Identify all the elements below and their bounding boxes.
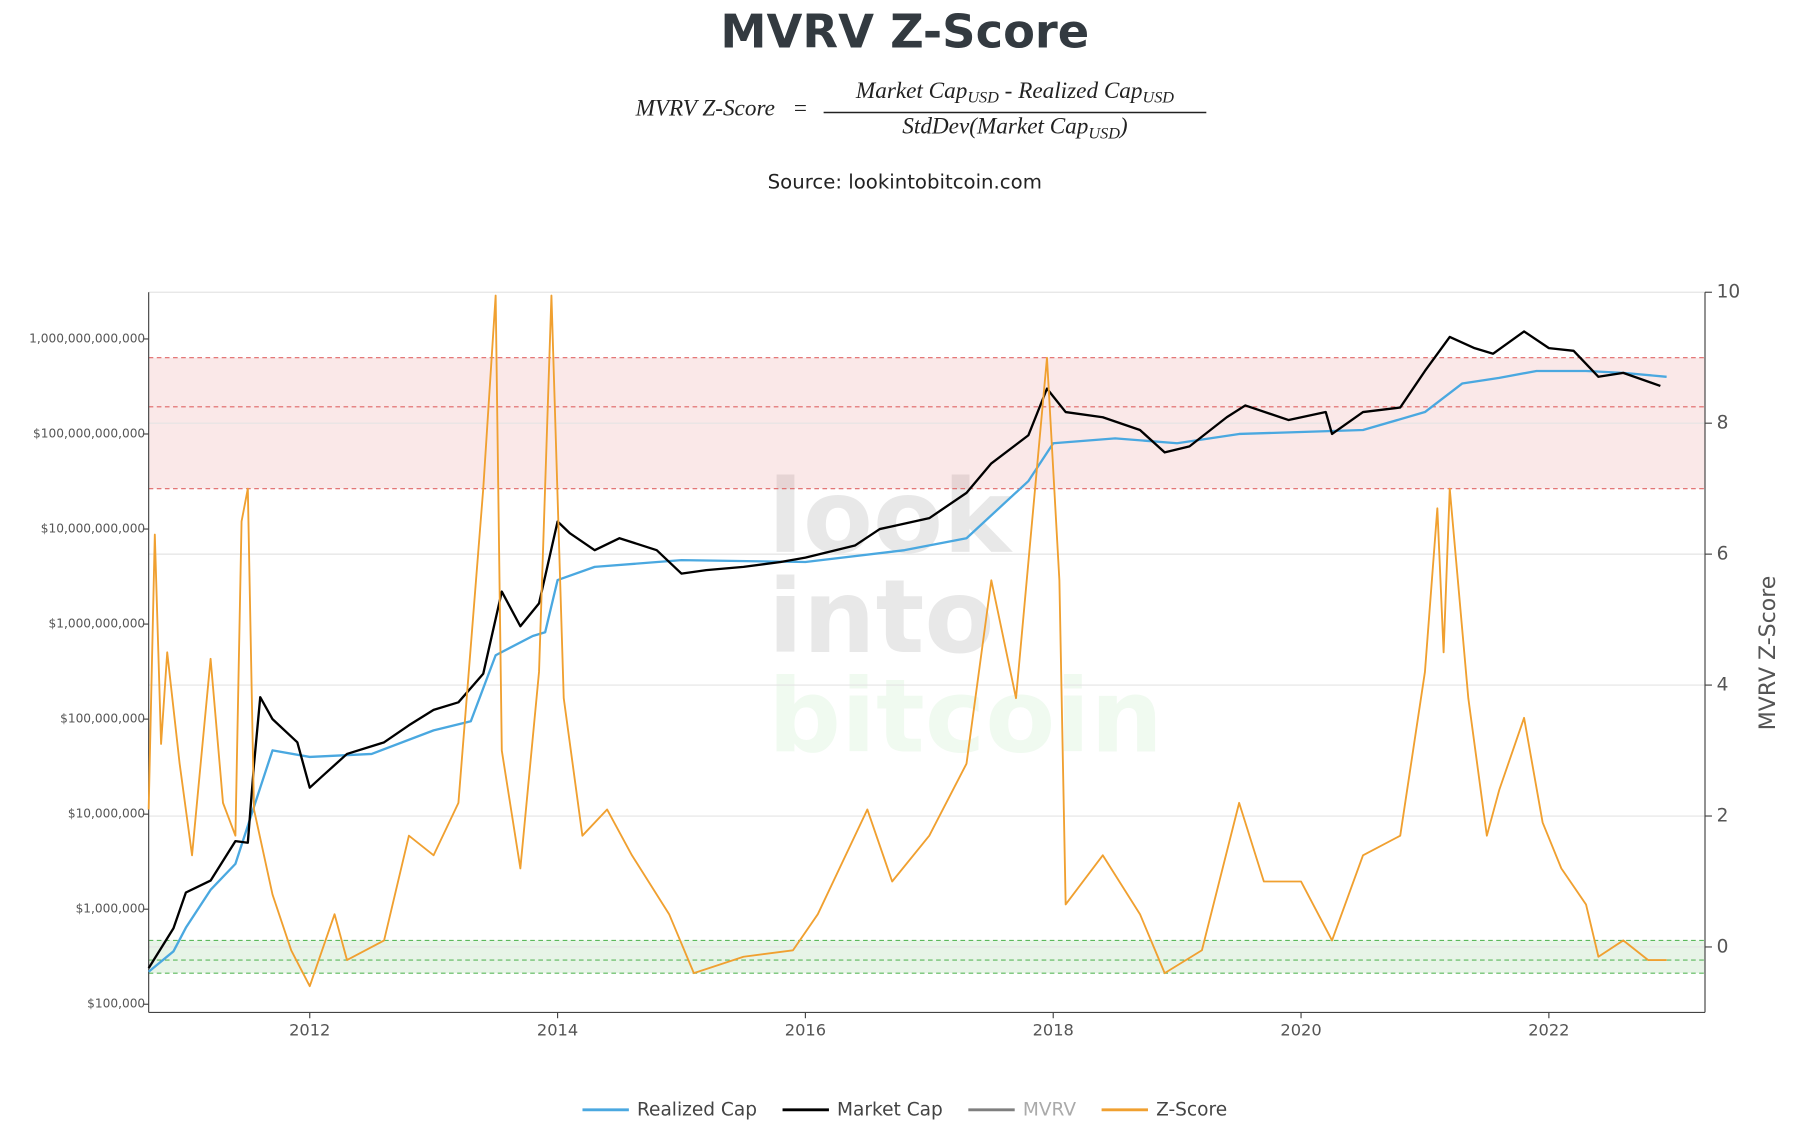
y2-tick-label: 4 [1717,675,1729,696]
formula-numerator: Market CapUSD - Realized CapUSD [855,78,1174,106]
formula-part: - Realized Cap [999,78,1143,104]
x-tick-label: 2016 [785,1020,826,1039]
x-tick-label: 2014 [537,1020,578,1039]
watermark-text: into [768,558,995,677]
x-tick-label: 2022 [1528,1020,1569,1039]
legend-item[interactable]: Market Cap [782,1099,943,1120]
formula-subscript: USD [1088,124,1120,142]
zone-band [148,940,1706,974]
legend: Realized Cap Market Cap MVRV Z-Score [582,1099,1227,1120]
legend-item[interactable]: Z-Score [1101,1099,1228,1120]
y2-tick-label: 10 [1717,282,1741,303]
y-tick-label: $1,000,000,000 [49,617,146,631]
series-line [147,330,1661,969]
legend-label: MVRV [1023,1099,1077,1120]
y-tick-label: $100,000 [87,997,145,1011]
y-tick-label: $1,000,000 [76,902,146,916]
plot-area: 0 2 4 6 8 10 $100,000 $1,000,000 $10,000,000 $100… [29,282,1740,1040]
y2-axis-title: MVRV Z-Score [1756,576,1781,731]
y2-tick-label: 2 [1717,806,1729,827]
x-tick-label: 2012 [289,1020,330,1039]
formula-subscript: USD [1142,88,1174,106]
chart-subtitle: Source: lookintobitcoin.com [768,171,1042,194]
legend-item[interactable]: MVRV [968,1099,1076,1120]
legend-label: Z-Score [1156,1099,1227,1120]
x-tick-label: 2020 [1280,1020,1321,1039]
y2-tick-label: 0 [1717,936,1729,957]
x-tick-label: 2018 [1033,1020,1074,1039]
y2-tick-label: 6 [1717,544,1729,565]
formula-part: ) [1118,114,1128,140]
legend-item[interactable]: Realized Cap [582,1099,757,1120]
series-line [147,294,1667,988]
legend-label: Market Cap [837,1099,943,1120]
y-tick-label: 1,000,000,000,000 [29,331,145,345]
series-line [147,369,1667,973]
y-tick-label: $100,000,000,000 [33,426,145,440]
formula-lhs: MVRV Z-Score [635,96,775,122]
formula-subscript: USD [967,88,999,106]
formula-part: Market Cap [855,78,967,104]
formula-equals: = [794,96,807,122]
watermark: look into bitcoin [768,458,1163,776]
y-tick-label: $10,000,000 [68,807,145,821]
legend-label: Realized Cap [637,1099,757,1120]
y-tick-label: $100,000,000 [60,712,145,726]
watermark-text: bitcoin [768,657,1163,776]
formula-part: StdDev(Market Cap [902,114,1088,140]
y-tick-label: $10,000,000,000 [41,522,145,536]
formula-denominator: StdDev(Market CapUSD) [902,114,1128,142]
chart-title: MVRV Z-Score [720,4,1089,58]
y2-tick-label: 8 [1717,413,1729,434]
formula: MVRV Z-Score = Market CapUSD - Realized … [635,78,1207,142]
